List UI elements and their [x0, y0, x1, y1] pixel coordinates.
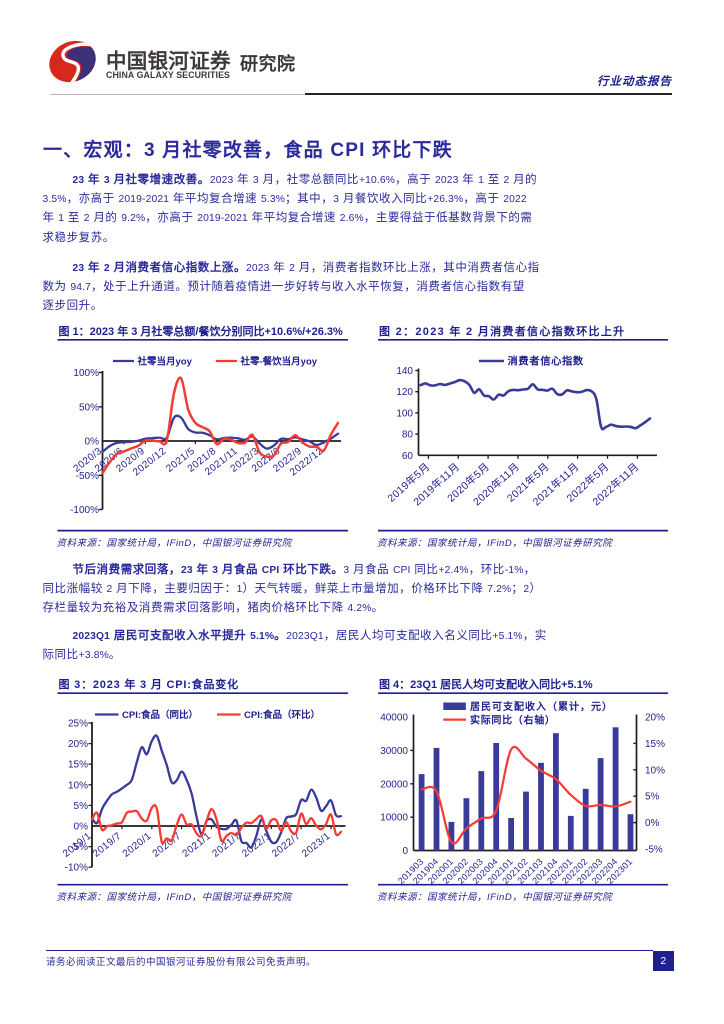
svg-text:社零当月yoy: 社零当月yoy — [137, 356, 193, 368]
svg-text:0: 0 — [402, 846, 408, 857]
svg-text:30000: 30000 — [380, 746, 408, 757]
svg-text:10%: 10% — [645, 765, 665, 776]
svg-text:20%: 20% — [68, 739, 88, 750]
svg-text:10000: 10000 — [380, 813, 408, 824]
svg-text:20000: 20000 — [380, 779, 408, 790]
svg-text:2020/1: 2020/1 — [121, 831, 154, 860]
svg-text:60: 60 — [402, 451, 414, 462]
svg-text:5%: 5% — [645, 792, 660, 803]
svg-text:50%: 50% — [79, 402, 99, 413]
svg-text:2023/1: 2023/1 — [300, 831, 333, 860]
svg-text:2020/7: 2020/7 — [151, 831, 184, 860]
svg-text:0%: 0% — [74, 822, 89, 833]
svg-text:-5%: -5% — [70, 842, 88, 853]
svg-text:15%: 15% — [645, 739, 665, 750]
svg-text:-5%: -5% — [645, 845, 663, 856]
svg-text:120: 120 — [396, 387, 413, 398]
svg-text:10%: 10% — [68, 780, 88, 791]
svg-text:消费者信心指数: 消费者信心指数 — [508, 355, 584, 368]
svg-text:25%: 25% — [68, 719, 88, 730]
svg-text:居民可支配收入（累计，元）: 居民可支配收入（累计，元） — [470, 700, 613, 713]
svg-text:2019/7: 2019/7 — [91, 831, 124, 860]
svg-text:0%: 0% — [645, 818, 660, 829]
svg-text:0%: 0% — [85, 437, 100, 448]
svg-text:40000: 40000 — [380, 713, 408, 724]
svg-text:5%: 5% — [74, 801, 89, 812]
svg-text:20%: 20% — [645, 713, 665, 724]
svg-text:-10%: -10% — [65, 863, 88, 874]
svg-text:100%: 100% — [73, 368, 99, 379]
svg-text:社零-餐饮当月yoy: 社零-餐饮当月yoy — [240, 356, 318, 368]
svg-text:-100%: -100% — [70, 505, 99, 516]
svg-text:实际同比（右轴）: 实际同比（右轴） — [470, 714, 556, 727]
svg-text:2022/7: 2022/7 — [270, 831, 303, 860]
svg-text:80: 80 — [402, 430, 414, 441]
svg-text:15%: 15% — [68, 760, 88, 771]
svg-text:140: 140 — [396, 366, 413, 377]
svg-text:-50%: -50% — [76, 471, 99, 482]
svg-text:2019/1: 2019/1 — [61, 831, 94, 860]
svg-text:CPI:食品（环比）: CPI:食品（环比） — [244, 709, 320, 721]
svg-text:100: 100 — [396, 408, 413, 419]
svg-text:CPI:食品（同比）: CPI:食品（同比） — [122, 709, 198, 721]
